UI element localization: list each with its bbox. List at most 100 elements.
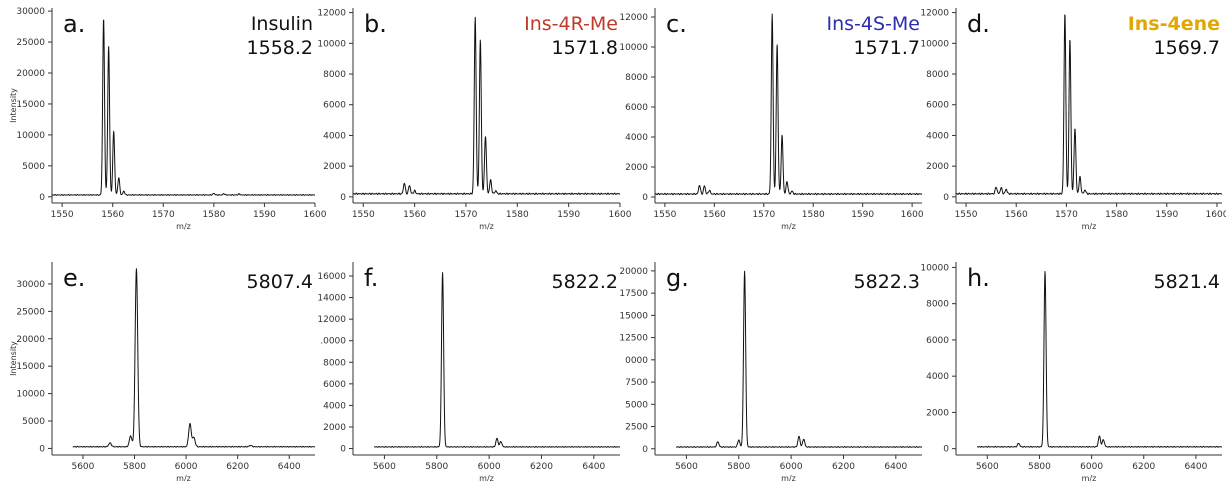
- x-tick-label: 5800: [1028, 462, 1051, 472]
- chart-panel-b: 1550 1560 1570 1580 1590 1600 0 2000 4000 6000 800…: [317, 8, 632, 231]
- x-tick-label: 1590: [851, 210, 874, 220]
- y-tick-label: 0: [642, 445, 648, 455]
- x-tick-label: 1570: [455, 210, 478, 220]
- spectrum-line: [976, 271, 1223, 448]
- y-tick-label: 0: [340, 193, 346, 203]
- panel-label: e.: [63, 264, 85, 292]
- y-tick-label: 17500: [619, 289, 648, 299]
- x-tick-label: 1600: [304, 210, 327, 220]
- y-tick-label: 5000: [22, 162, 45, 172]
- x-axis-label: m/z: [176, 474, 191, 481]
- x-tick-label: 1560: [1005, 210, 1028, 220]
- y-tick-label: 6000: [323, 380, 346, 390]
- y-tick-label: 8000: [625, 73, 648, 83]
- series-name-label: Ins-4ene: [1128, 13, 1220, 35]
- x-tick-label: 6400: [884, 462, 907, 472]
- spectrum-line: [352, 16, 621, 196]
- mass-value-label: 1569.7: [1154, 37, 1220, 59]
- y-tick-label: 8000: [323, 358, 346, 368]
- x-tick-label: 6000: [1080, 462, 1103, 472]
- chart-panel-e: 5600 5800 6000 6200 6400 0 5000 10000 15000 20000…: [9, 262, 316, 481]
- y-tick-label: 16000: [317, 272, 346, 282]
- x-tick-label: 5600: [373, 462, 396, 472]
- spectrum-line: [675, 270, 923, 448]
- x-tick-label: 1600: [609, 210, 632, 220]
- x-tick-label: 5600: [976, 462, 999, 472]
- mass-value-label: 1571.7: [854, 37, 920, 59]
- x-tick-label: 1550: [51, 210, 74, 220]
- spectrum-line: [72, 268, 316, 448]
- chart-panel-d: 1550 1560 1570 1580 1590 1600 0 2000 4000 6000 800…: [920, 8, 1226, 231]
- y-tick-label: 12000: [619, 13, 648, 23]
- y-tick-label: 2000: [926, 408, 949, 418]
- y-tick-label: 0: [642, 193, 648, 203]
- panel-label: b.: [364, 10, 387, 38]
- y-tick-label: 20000: [16, 335, 45, 345]
- y-tick-label: 4000: [926, 131, 949, 141]
- y-tick-label: 0: [943, 193, 949, 203]
- x-tick-label: 1580: [506, 210, 529, 220]
- x-axis-label: m/z: [1082, 474, 1097, 481]
- y-tick-label: 14000: [317, 294, 346, 304]
- x-tick-label: 1570: [1055, 210, 1078, 220]
- x-axis-label: m/z: [781, 474, 796, 481]
- chart-panel-a: 1550 1560 1570 1580 1590 1600 0 5000 10000 15000 2…: [9, 7, 327, 231]
- y-tick-label: .0000: [320, 337, 346, 347]
- mass-value-label: 5821.4: [1154, 271, 1220, 293]
- panel-label: g.: [666, 264, 689, 292]
- y-tick-label: 10000: [16, 131, 45, 141]
- spectrum-line: [373, 272, 621, 448]
- x-tick-label: 1550: [352, 210, 375, 220]
- x-tick-label: 1600: [901, 210, 924, 220]
- y-tick-label: 10000: [920, 263, 949, 273]
- y-tick-label: 6000: [323, 101, 346, 111]
- y-tick-label: 12500: [619, 334, 648, 344]
- y-tick-label: 10000: [920, 39, 949, 49]
- y-tick-label: 6000: [625, 103, 648, 113]
- x-tick-label: 1590: [1155, 210, 1178, 220]
- spectrum-line: [955, 14, 1223, 196]
- x-tick-label: 5600: [71, 462, 94, 472]
- y-tick-label: 0: [39, 444, 45, 454]
- y-tick-label: 4000: [926, 372, 949, 382]
- y-tick-label: 4000: [625, 133, 648, 143]
- y-tick-label: 15000: [16, 100, 45, 110]
- y-tick-label: 20000: [619, 267, 648, 277]
- panel-label: f.: [364, 264, 378, 292]
- x-tick-label: 6400: [1184, 462, 1207, 472]
- mass-value-label: 1558.2: [247, 37, 313, 59]
- x-tick-label: 6000: [478, 462, 501, 472]
- y-tick-label: 2000: [926, 162, 949, 172]
- x-tick-label: 1580: [202, 210, 225, 220]
- y-tick-label: 6000: [926, 336, 949, 346]
- y-axis-label: Intensity: [9, 88, 18, 123]
- y-tick-label: 12000: [920, 9, 949, 19]
- x-tick-label: 5600: [675, 462, 698, 472]
- y-tick-label: 8000: [323, 70, 346, 80]
- x-tick-label: 6200: [1132, 462, 1155, 472]
- y-tick-label: 10000: [317, 39, 346, 49]
- y-tick-label: 2000: [625, 163, 648, 173]
- chart-panel-c: 1550 1560 1570 1580 1590 1600 0 2000 4000 6000 800…: [619, 8, 924, 231]
- y-tick-label: 30000: [16, 7, 45, 17]
- y-tick-label: 0: [943, 445, 949, 455]
- mass-value-label: 5822.3: [854, 271, 920, 293]
- series-name-label: Ins-4S-Me: [827, 13, 921, 35]
- y-tick-label: 30000: [16, 280, 45, 290]
- y-axis-label: Intensity: [9, 341, 18, 376]
- x-tick-label: 6200: [832, 462, 855, 472]
- y-tick-label: 25000: [16, 38, 45, 48]
- panel-label: a.: [63, 10, 85, 38]
- x-tick-label: 1590: [557, 210, 580, 220]
- y-tick-label: 2000: [323, 423, 346, 433]
- y-tick-label: 0: [340, 445, 346, 455]
- y-tick-label: 4000: [323, 131, 346, 141]
- x-tick-label: 1580: [802, 210, 825, 220]
- y-tick-label: 5000: [625, 400, 648, 410]
- panel-label: d.: [967, 10, 990, 38]
- y-tick-label: 8000: [926, 300, 949, 310]
- x-tick-label: 1550: [955, 210, 978, 220]
- x-tick-label: 6400: [582, 462, 605, 472]
- y-tick-label: 5000: [22, 417, 45, 427]
- x-tick-label: 1550: [653, 210, 676, 220]
